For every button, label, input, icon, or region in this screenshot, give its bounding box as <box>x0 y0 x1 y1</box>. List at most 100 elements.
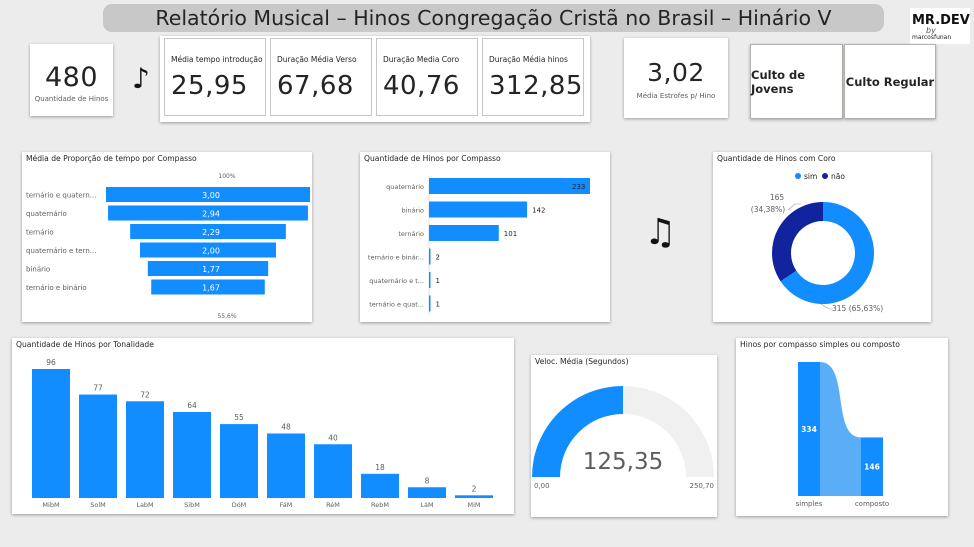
tonalidade-bar <box>173 412 211 498</box>
compasso-value-label: 1 <box>436 301 440 309</box>
report-title: Relatório Musical – Hinos Congregação Cr… <box>103 4 884 32</box>
tonalidade-category-label: SolM <box>90 501 106 509</box>
donut-chart-card: Quantidade de Hinos com Coro sim não 165 (3… <box>713 152 931 322</box>
gauge-max-label: 250,70 <box>690 482 715 490</box>
funnel-value-label: 3,00 <box>202 191 220 200</box>
tonalidade-value-label: 8 <box>425 476 430 485</box>
compasso-value-label: 233 <box>572 183 585 191</box>
tonalidade-bar <box>361 473 399 498</box>
kpi-total-card: 480 Quantidade de Hinos <box>30 44 113 116</box>
compasso-category-label: binário <box>402 207 425 215</box>
brand-logo: MR.DEV by marcosfunan <box>910 8 970 44</box>
regular-service-button[interactable]: Culto Regular <box>844 44 936 119</box>
ribbon-value-simples: 334 <box>801 425 817 434</box>
tonalidade-value-label: 96 <box>46 358 56 367</box>
tonalidade-bar <box>126 401 164 498</box>
gauge-chart-card: Veloc. Média (Segundos) 125,35 0,00 250,70 <box>531 355 717 517</box>
legend-sim-label: sim <box>804 172 817 181</box>
compasso-bar-chart: quaternário 233 binário 142 ternário 101 terná… <box>368 176 590 315</box>
donut-label-nao-count: 165 <box>770 193 785 202</box>
ribbon-category-composto: composto <box>855 500 889 508</box>
kpi-total-label: Quantidade de Hinos <box>34 95 109 103</box>
funnel-chart-card: Média de Proporção de tempo por Compasso… <box>22 152 312 322</box>
tonalidade-value-label: 48 <box>281 423 291 432</box>
tonalidade-value-label: 2 <box>472 484 477 493</box>
ribbon-chart: 334 146 simples composto <box>796 362 889 508</box>
logo-handle: marcosfunan <box>912 34 952 41</box>
funnel-bar <box>106 187 310 202</box>
tonalidade-category-label: DóM <box>232 501 247 509</box>
ribbon-value-composto: 146 <box>864 463 880 472</box>
youth-service-button[interactable]: Culto de Jovens <box>750 44 843 119</box>
kpi-chorus-card: Duração Media Coro 40,76 <box>376 38 478 116</box>
donut-leader-sim <box>820 303 833 310</box>
compasso-value-label: 2 <box>436 254 440 262</box>
funnel-category-label: binário <box>26 266 50 274</box>
kpi-duration-group: Média tempo introdução 25,95 Duração Méd… <box>160 36 590 122</box>
tonalidade-bar <box>408 487 446 498</box>
tonalidade-bar <box>32 369 70 498</box>
funnel-value-label: 1,67 <box>202 284 220 293</box>
funnel-bar <box>108 205 308 221</box>
kpi-intro-card: Média tempo introdução 25,95 <box>164 38 266 116</box>
compasso-category-label: quaternário <box>386 183 424 191</box>
compasso-value-label: 1 <box>436 277 440 285</box>
compasso-category-label: ternário <box>398 230 424 238</box>
donut-leader-nao <box>787 203 801 211</box>
funnel-category-label: ternário e binário <box>26 284 87 292</box>
tonalidade-value-label: 55 <box>234 413 244 422</box>
tonalidade-bar <box>79 394 117 498</box>
compasso-bar <box>429 272 431 288</box>
kpi-stanzas-card: 3,02 Média Estrofes p/ Hino <box>624 38 728 118</box>
ribbon-category-simples: simples <box>796 500 823 508</box>
compasso-bar <box>429 295 431 312</box>
logo-brand: MR.DEV <box>912 13 970 28</box>
tonalidade-category-label: RéM <box>326 501 340 509</box>
funnel-value-label: 2,00 <box>202 247 220 256</box>
kpi-hymn-value: 312,85 <box>489 71 583 101</box>
kpi-total-value: 480 <box>44 62 99 93</box>
tonalidade-bar <box>267 433 305 498</box>
tonalidade-category-label: FáM <box>280 501 293 509</box>
tonalidade-category-label: MiM <box>467 501 480 509</box>
ribbon-bar-composto <box>861 437 883 496</box>
kpi-verse-value: 67,68 <box>277 71 354 101</box>
tonalidade-bar <box>314 444 352 498</box>
legend-nao-marker <box>822 173 828 179</box>
funnel-category-label: quaternário e tern... <box>26 247 96 255</box>
kpi-stanzas-label: Média Estrofes p/ Hino <box>636 92 716 100</box>
compasso-category-label: ternário e binár... <box>368 254 424 262</box>
tonalidade-category-label: SibM <box>184 501 200 509</box>
tonalidade-value-label: 64 <box>187 401 197 410</box>
funnel-bar <box>151 279 265 295</box>
funnel-value-label: 1,77 <box>202 265 220 274</box>
funnel-bottom-percent: 55,6% <box>217 313 236 320</box>
kpi-chorus-value: 40,76 <box>383 71 460 101</box>
compasso-value-label: 142 <box>532 207 545 215</box>
tonalidade-category-label: RebM <box>371 501 389 509</box>
kpi-stanzas-value: 3,02 <box>647 58 705 87</box>
gauge-fill <box>532 386 623 477</box>
donut-chart-title: Quantidade de Hinos com Coro <box>717 154 836 163</box>
donut-slice-sim <box>780 202 874 304</box>
tonalidade-value-label: 72 <box>140 390 150 399</box>
double-note-icon: ♫ <box>644 212 677 253</box>
music-note-icon: ♪ <box>132 62 150 95</box>
compasso-bar <box>429 225 499 241</box>
funnel-top-percent: 100% <box>218 173 235 180</box>
ribbon-band <box>820 362 861 496</box>
compasso-chart-title: Quantidade de Hinos por Compasso <box>364 154 501 163</box>
tonalidade-bar <box>220 424 258 498</box>
funnel-chart-title: Média de Proporção de tempo por Compasso <box>26 154 197 163</box>
compasso-value-label: 101 <box>504 230 517 238</box>
donut-label-nao-percent: (34,38%) <box>751 205 786 214</box>
funnel-bar <box>140 242 276 258</box>
logo-script: by <box>926 26 936 35</box>
funnel-category-label: ternário e quatern... <box>26 192 96 200</box>
gauge-chart: 125,35 0,00 250,70 <box>532 386 715 490</box>
funnel-bar <box>147 261 269 276</box>
kpi-verse-label: Duração Média Verso <box>277 55 357 64</box>
donut-slice-nao <box>772 202 823 282</box>
funnel-value-label: 2,94 <box>202 210 220 219</box>
kpi-verse-card: Duração Média Verso 67,68 <box>270 38 372 116</box>
